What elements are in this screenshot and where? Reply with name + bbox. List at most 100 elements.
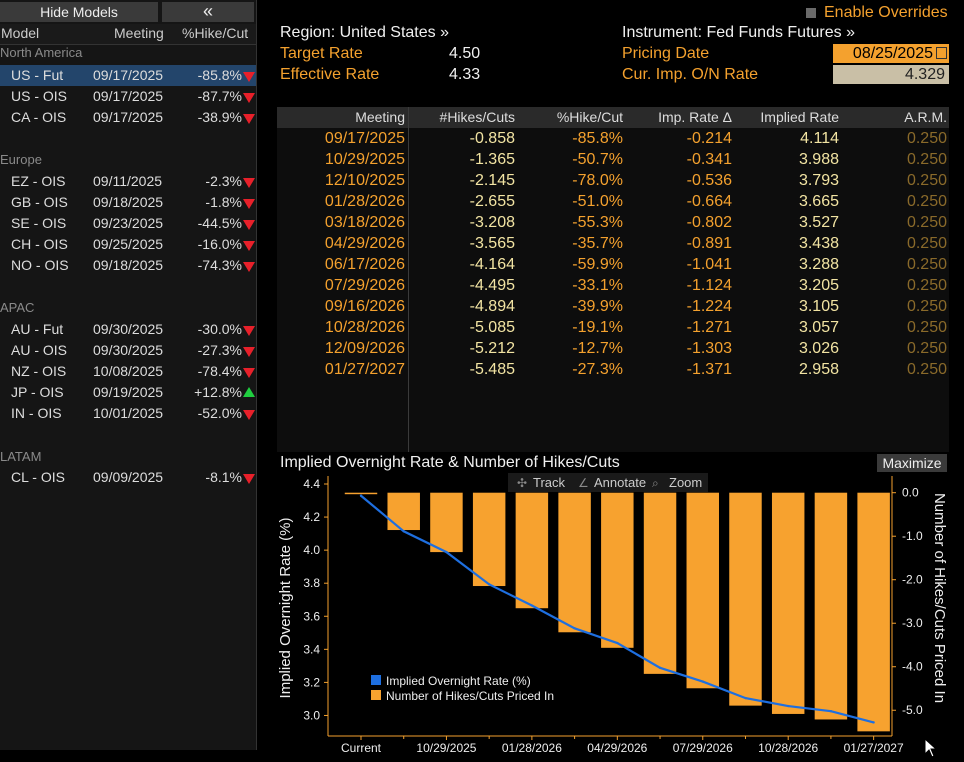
table-row[interactable]: 09/16/2026 -4.894 -39.9% -1.224 3.105 0.250 xyxy=(277,296,949,317)
rate-point[interactable] xyxy=(701,680,704,683)
cur-imp-rate-input[interactable]: 4.329 xyxy=(833,65,949,84)
bar[interactable] xyxy=(857,492,890,732)
track-tool[interactable]: Track xyxy=(533,475,566,490)
table-cell-imp-rate-delta: -1.371 xyxy=(686,361,732,378)
arrow-down-icon xyxy=(243,220,255,230)
table-row[interactable]: 03/18/2026 -3.208 -55.3% -0.802 3.527 0.250 xyxy=(277,212,949,233)
instrument-selector[interactable]: Instrument: Fed Funds Futures » xyxy=(622,24,855,41)
model-name: US - OIS xyxy=(11,88,68,104)
table-cell-meeting: 09/17/2025 xyxy=(324,130,405,147)
legend-swatch-rate xyxy=(371,675,381,685)
zoom-icon[interactable]: ⌕ xyxy=(652,476,659,490)
model-name: CH - OIS xyxy=(11,236,68,252)
model-row[interactable]: EZ - OIS 09/11/2025 -2.3% xyxy=(0,171,256,192)
annotate-tool[interactable]: Annotate xyxy=(594,475,646,490)
bar[interactable] xyxy=(472,492,506,587)
model-row[interactable]: US - Fut 09/17/2025 -85.8% xyxy=(0,65,256,86)
model-row[interactable]: AU - Fut 09/30/2025 -30.0% xyxy=(0,319,256,340)
column-header-model[interactable]: Model xyxy=(1,25,40,41)
bar[interactable] xyxy=(515,492,549,609)
table-cell-pct-hike-cut: -51.0% xyxy=(572,193,623,210)
rate-point[interactable] xyxy=(359,494,363,497)
legend-bg xyxy=(366,670,572,706)
column-header-hikes-cuts[interactable]: #Hikes/Cuts xyxy=(439,109,515,125)
table-cell-implied-rate: 3.527 xyxy=(798,214,839,231)
rate-point[interactable] xyxy=(658,666,662,670)
rate-point[interactable] xyxy=(872,721,875,724)
rate-point[interactable] xyxy=(530,604,534,607)
track-icon[interactable]: ✣ xyxy=(517,476,527,490)
rate-point[interactable] xyxy=(787,704,790,708)
hide-models-button[interactable]: Hide Models xyxy=(0,2,158,22)
bar[interactable] xyxy=(601,492,634,648)
enable-overrides-checkbox[interactable]: Enable Overrides xyxy=(806,4,948,22)
rate-point[interactable] xyxy=(829,709,833,713)
model-row[interactable]: CH - OIS 09/25/2025 -16.0% xyxy=(0,234,256,255)
rate-point[interactable] xyxy=(402,530,405,533)
column-header-meeting[interactable]: Meeting xyxy=(355,109,405,125)
rate-point[interactable] xyxy=(487,583,491,586)
maximize-button[interactable]: Maximize xyxy=(877,454,947,472)
rate-point[interactable] xyxy=(744,696,747,700)
column-header-implied-rate[interactable]: Implied Rate xyxy=(760,109,839,125)
table-row[interactable]: 04/29/2026 -3.565 -35.7% -0.891 3.438 0.250 xyxy=(277,233,949,254)
model-row[interactable]: JP - OIS 09/19/2025 +12.8% xyxy=(0,382,256,403)
table-cell-imp-rate-delta: -0.891 xyxy=(686,235,732,252)
arrow-down-icon xyxy=(243,93,255,103)
table-row[interactable]: 06/17/2026 -4.164 -59.9% -1.041 3.288 0.250 xyxy=(277,254,949,275)
column-header-pct-hike-cut[interactable]: %Hike/Cut xyxy=(556,109,623,125)
bar[interactable] xyxy=(686,492,719,689)
column-header-pct[interactable]: %Hike/Cut xyxy=(182,25,249,41)
model-row[interactable]: AU - OIS 09/30/2025 -27.3% xyxy=(0,340,256,361)
pricing-date-input[interactable]: 08/25/2025 xyxy=(833,44,949,63)
model-row[interactable]: NO - OIS 09/18/2025 -74.3% xyxy=(0,255,256,276)
model-row[interactable]: CL - OIS 09/09/2025 -8.1% xyxy=(0,467,256,488)
model-row[interactable]: NZ - OIS 10/08/2025 -78.4% xyxy=(0,361,256,382)
model-name: CA - OIS xyxy=(11,109,67,125)
model-meeting-date: 09/11/2025 xyxy=(93,173,163,189)
model-pct-hike-cut: -87.7% xyxy=(197,88,242,104)
bar[interactable] xyxy=(430,492,463,553)
rate-chart[interactable]: ✣ Track ∠ Annotate ⌕ Zoom 3.03.23.43.63.… xyxy=(270,470,964,752)
rate-point[interactable] xyxy=(445,550,448,554)
checkbox-icon[interactable] xyxy=(806,7,816,18)
table-row[interactable]: 01/28/2026 -2.655 -51.0% -0.664 3.665 0.250 xyxy=(277,191,949,212)
model-row[interactable]: CA - OIS 09/17/2025 -38.9% xyxy=(0,107,256,128)
enable-overrides-label: Enable Overrides xyxy=(824,4,948,21)
column-header-arm[interactable]: A.R.M. xyxy=(904,109,947,125)
model-row[interactable]: IN - OIS 10/01/2025 -52.0% xyxy=(0,403,256,424)
region-selector[interactable]: Region: United States » xyxy=(280,24,449,41)
zoom-tool[interactable]: Zoom xyxy=(669,475,702,490)
table-row[interactable]: 01/27/2027 -5.485 -27.3% -1.371 2.958 0.250 xyxy=(277,359,949,380)
table-row[interactable]: 12/09/2026 -5.212 -12.7% -1.303 3.026 0.250 xyxy=(277,338,949,359)
column-header-meeting[interactable]: Meeting xyxy=(114,25,164,41)
column-header-imp-rate-delta[interactable]: Imp. Rate Δ xyxy=(658,109,732,125)
model-row[interactable]: GB - OIS 09/18/2025 -1.8% xyxy=(0,192,256,213)
bar[interactable] xyxy=(643,492,677,674)
model-meeting-date: 09/19/2025 xyxy=(93,384,164,400)
annotate-icon[interactable]: ∠ xyxy=(578,476,589,490)
bar[interactable] xyxy=(387,492,420,531)
collapse-sidebar-button[interactable]: « xyxy=(162,2,254,22)
model-pct-hike-cut: -30.0% xyxy=(197,321,242,337)
model-row[interactable]: SE - OIS 09/23/2025 -44.5% xyxy=(0,213,256,234)
rate-point[interactable] xyxy=(573,627,576,630)
table-row[interactable]: 10/29/2025 -1.365 -50.7% -0.341 3.988 0.250 xyxy=(277,149,949,170)
table-cell-imp-rate-delta: -0.664 xyxy=(686,193,732,210)
model-pct-hike-cut: -85.8% xyxy=(197,67,242,83)
bar[interactable] xyxy=(814,492,848,720)
table-row[interactable]: 10/28/2026 -5.085 -19.1% -1.271 3.057 0.250 xyxy=(277,317,949,338)
bar[interactable] xyxy=(344,492,378,495)
model-row[interactable]: US - OIS 09/17/2025 -87.7% xyxy=(0,86,256,107)
rate-point[interactable] xyxy=(616,641,619,645)
arrow-down-icon xyxy=(243,326,255,336)
bar[interactable] xyxy=(771,492,805,714)
bar[interactable] xyxy=(729,492,762,706)
table-cell-pct-hike-cut: -50.7% xyxy=(572,151,623,168)
table-row[interactable]: 09/17/2025 -0.858 -85.8% -0.214 4.114 0.250 xyxy=(277,128,949,149)
table-row[interactable]: 12/10/2025 -2.145 -78.0% -0.536 3.793 0.250 xyxy=(277,170,949,191)
calendar-icon[interactable] xyxy=(936,47,947,59)
group-label: Europe xyxy=(0,152,42,167)
table-row[interactable]: 07/29/2026 -4.495 -33.1% -1.124 3.205 0.250 xyxy=(277,275,949,296)
bar[interactable] xyxy=(558,492,591,633)
